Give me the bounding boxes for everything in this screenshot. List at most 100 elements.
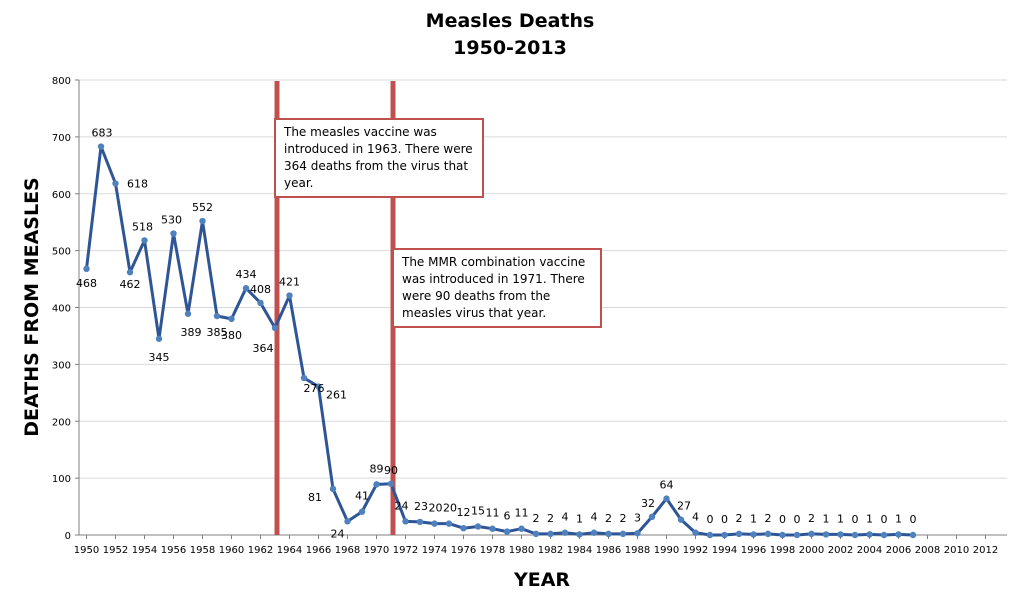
data-point <box>126 269 134 276</box>
data-point <box>155 335 163 342</box>
data-label: 1 <box>750 512 757 525</box>
data-label: 1 <box>837 512 844 525</box>
data-label: 468 <box>76 277 97 290</box>
y-tick-label: 500 <box>52 247 71 258</box>
data-label: 15 <box>471 504 485 517</box>
data-label: 530 <box>161 214 182 227</box>
data-label: 32 <box>641 497 655 510</box>
data-label: 4 <box>562 511 569 524</box>
y-tick-label: 100 <box>52 474 71 485</box>
data-point <box>677 516 685 523</box>
data-label: 64 <box>660 479 674 492</box>
data-point <box>97 143 105 150</box>
data-label: 89 <box>370 462 384 475</box>
data-point <box>663 495 670 502</box>
data-point <box>532 530 540 538</box>
data-label: 1 <box>895 512 902 525</box>
data-label: 6 <box>504 510 511 523</box>
data-label: 20 <box>443 502 457 515</box>
data-point <box>329 485 337 493</box>
x-tick-label: 1980 <box>509 545 534 556</box>
x-tick-label: 1970 <box>364 545 389 556</box>
data-label: 24 <box>331 527 345 540</box>
data-point <box>271 324 279 332</box>
data-point <box>822 531 830 538</box>
data-point <box>851 531 859 539</box>
data-point <box>706 531 714 539</box>
x-tick-label: 1952 <box>103 545 128 556</box>
data-label: 0 <box>881 513 888 526</box>
gridlines <box>79 79 1007 479</box>
data-point <box>648 513 656 520</box>
data-point <box>402 518 409 525</box>
data-label: 0 <box>794 513 801 526</box>
x-tick-label: 1984 <box>567 545 592 556</box>
data-point <box>344 518 351 525</box>
data-point <box>184 310 192 317</box>
x-tick-label: 1960 <box>219 545 244 556</box>
data-point <box>779 531 786 539</box>
data-label: 2 <box>620 512 627 525</box>
data-label: 389 <box>181 326 202 339</box>
x-tick-label: 2006 <box>886 545 911 556</box>
y-tick-label: 800 <box>52 76 71 87</box>
data-label: 0 <box>721 513 728 526</box>
y-tick-label: 600 <box>52 190 71 201</box>
data-point <box>112 180 119 187</box>
data-label: 364 <box>253 342 274 355</box>
data-point <box>489 525 496 532</box>
data-point <box>445 520 453 527</box>
data-label: 385 <box>207 326 228 339</box>
data-point <box>300 374 308 382</box>
data-point <box>764 530 772 538</box>
data-point <box>793 531 801 539</box>
data-point <box>315 383 322 390</box>
data-point <box>909 531 917 539</box>
x-tick-label: 1972 <box>393 545 418 556</box>
data-point <box>141 237 148 244</box>
x-tick-label: 1964 <box>277 545 302 556</box>
data-label: 0 <box>910 513 917 526</box>
x-tick-label: 2008 <box>915 545 940 556</box>
data-label: 11 <box>515 507 529 520</box>
data-point <box>213 312 221 320</box>
x-tick-label: 1968 <box>335 545 360 556</box>
data-label: 1 <box>576 512 583 525</box>
data-point <box>735 530 743 538</box>
data-point <box>286 292 293 299</box>
x-tick-label: 1958 <box>190 545 215 556</box>
x-tick-label: 1992 <box>683 545 708 556</box>
x-tick-label: 2000 <box>799 545 824 556</box>
data-label: 2 <box>808 512 815 525</box>
x-axis-title: YEAR <box>513 569 570 591</box>
data-point <box>576 531 583 538</box>
x-tick-label: 1996 <box>741 545 766 556</box>
data-label: 3 <box>634 511 641 524</box>
y-tick-label: 0 <box>65 531 71 542</box>
x-tick-label: 1974 <box>422 545 447 556</box>
x-tick-label: 1978 <box>480 545 505 556</box>
data-label: 0 <box>779 513 786 526</box>
data-label: 24 <box>395 499 409 512</box>
data-point <box>561 529 569 536</box>
data-point <box>721 531 728 539</box>
data-point <box>590 529 598 536</box>
data-point <box>387 480 395 488</box>
x-tick-label: 1998 <box>770 545 795 556</box>
data-label: 0 <box>707 513 714 526</box>
data-label: 261 <box>326 389 347 402</box>
x-tick-label: 1982 <box>538 545 563 556</box>
data-point <box>242 284 250 292</box>
data-label: 2 <box>533 512 540 525</box>
x-tick-label: 1954 <box>132 545 157 556</box>
x-tick-label: 1990 <box>654 545 679 556</box>
data-label: 618 <box>127 178 148 191</box>
data-label: 27 <box>677 500 691 513</box>
data-point <box>373 481 380 488</box>
x-tick-label: 1976 <box>451 545 476 556</box>
data-point <box>880 531 888 539</box>
deaths-series <box>83 143 917 539</box>
data-label: 1 <box>823 512 830 525</box>
data-point <box>808 530 815 538</box>
data-label: 2 <box>736 512 743 525</box>
